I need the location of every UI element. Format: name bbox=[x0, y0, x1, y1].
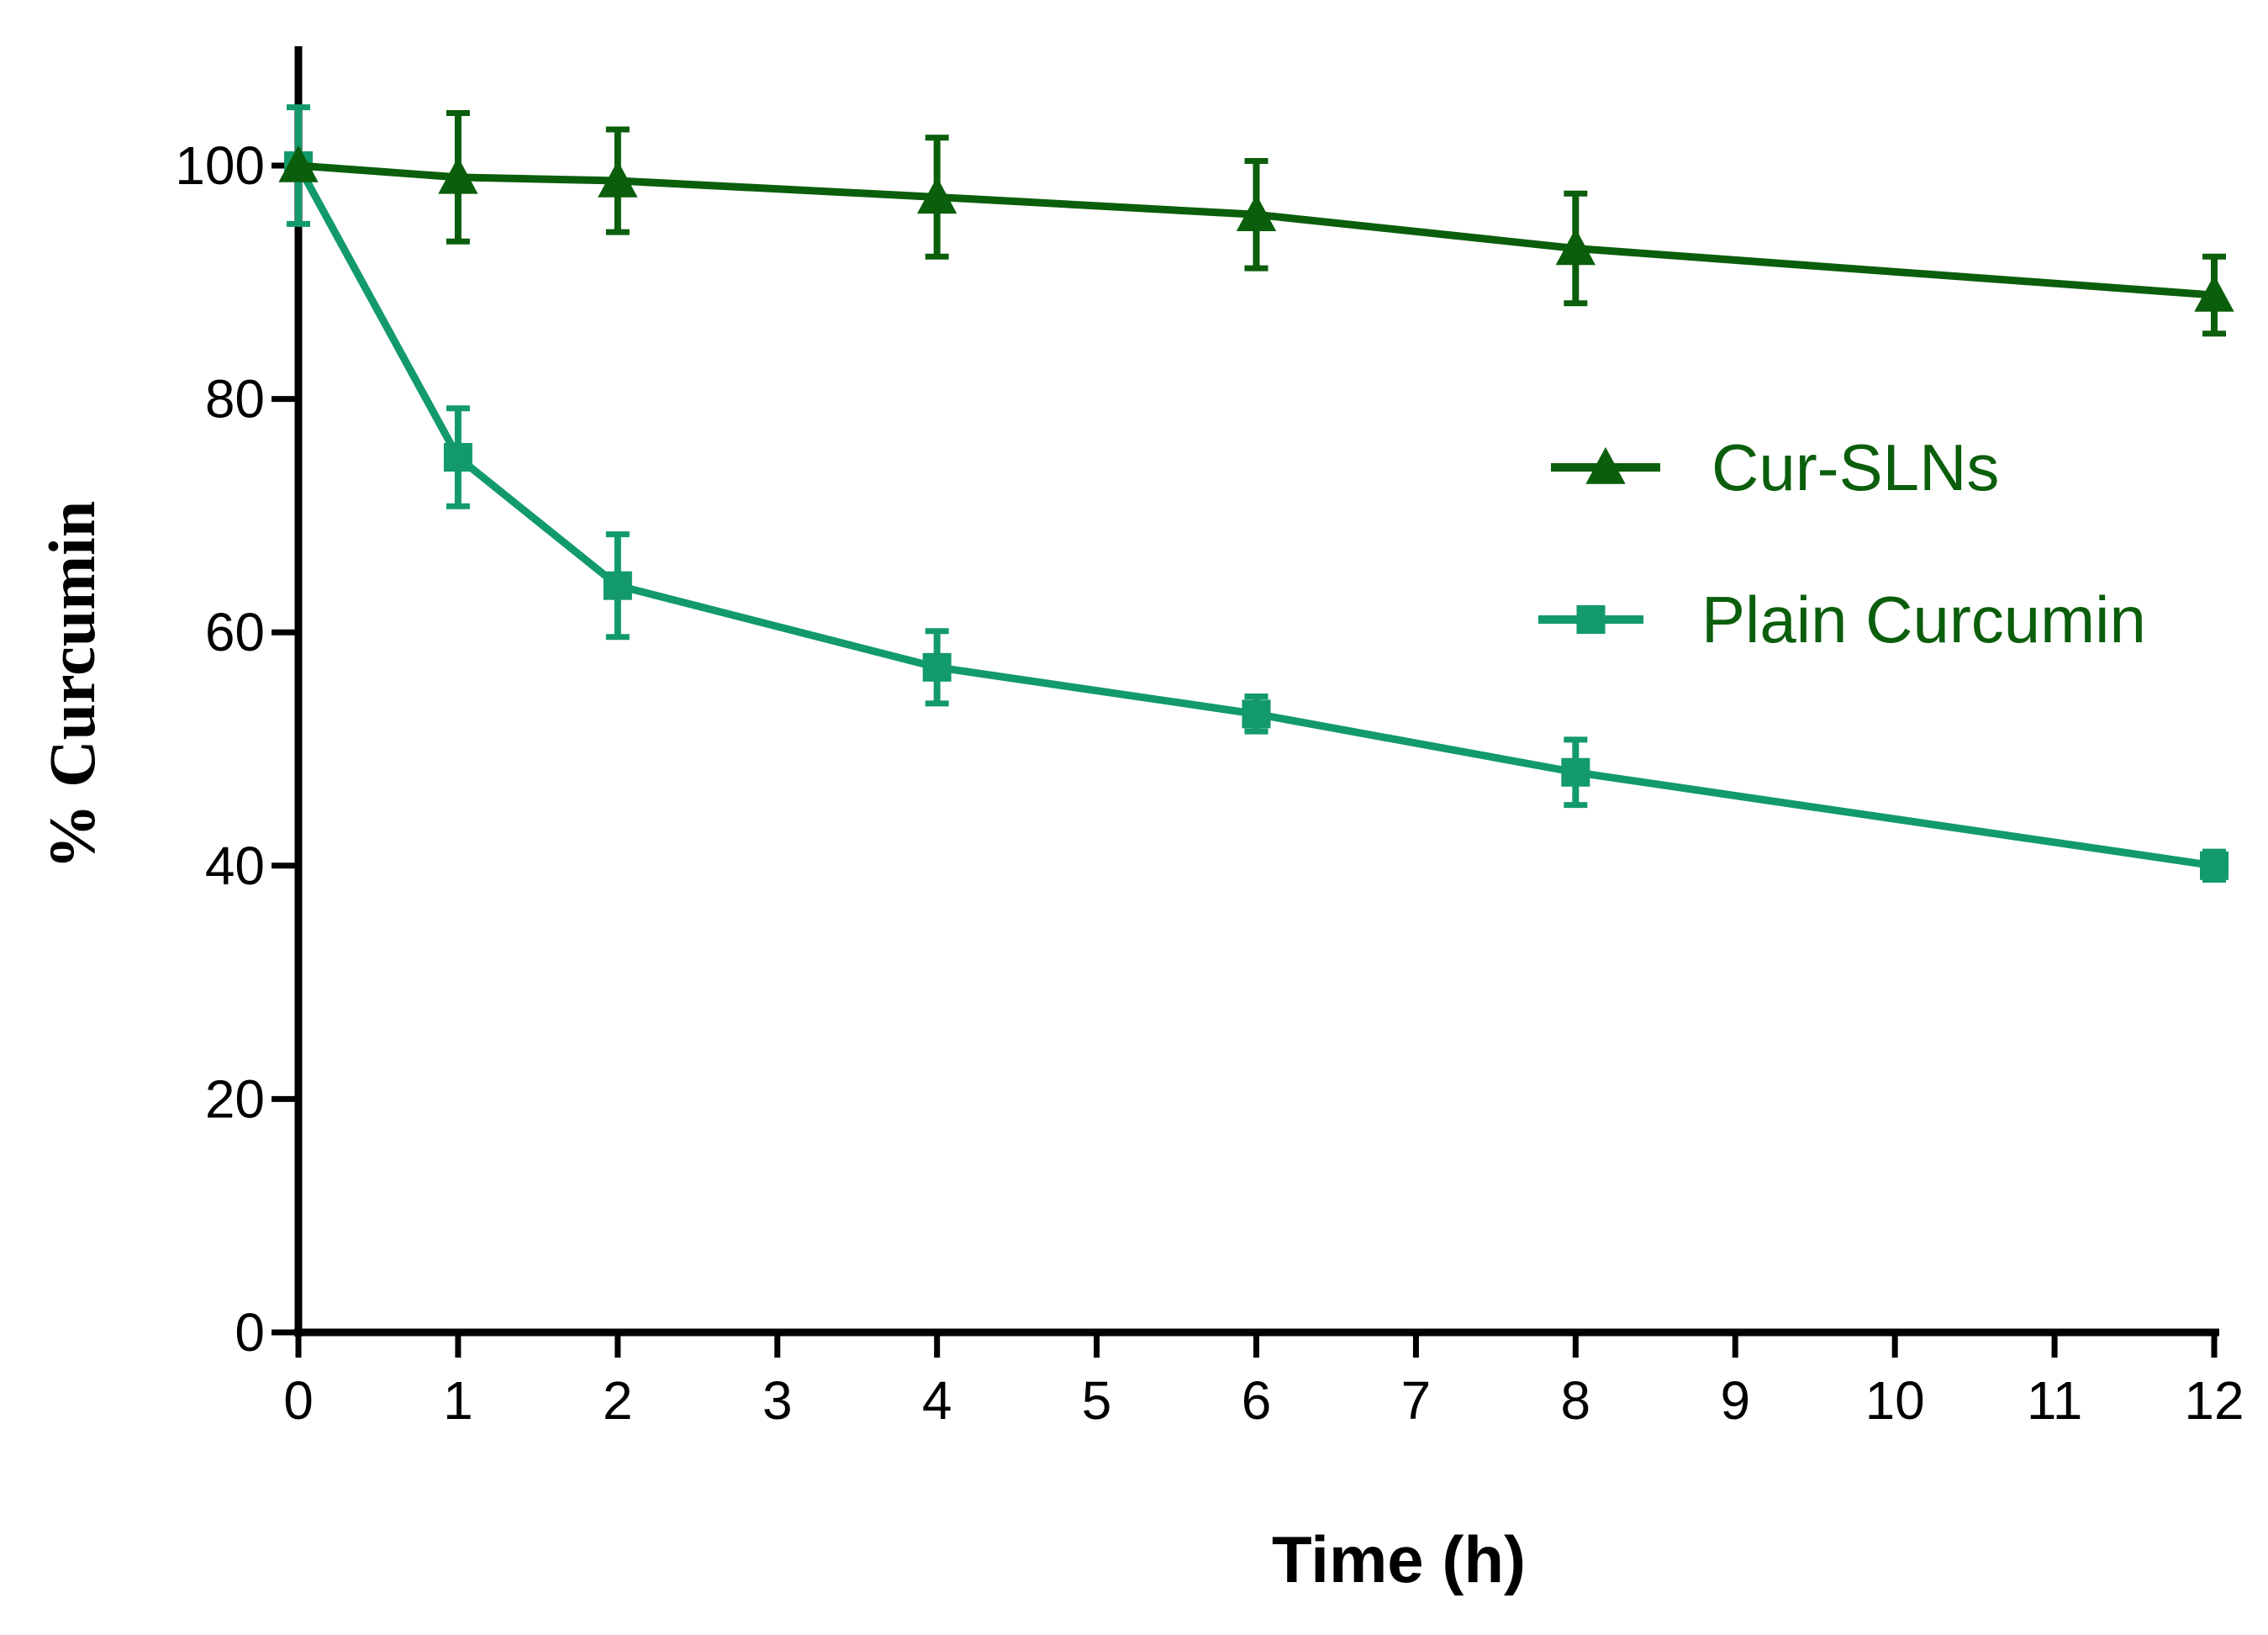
y-tick-label: 0 bbox=[235, 1302, 265, 1363]
x-tick-label: 12 bbox=[2184, 1370, 2244, 1431]
y-tick-label: 60 bbox=[205, 602, 265, 662]
data-point bbox=[438, 156, 478, 194]
data-point bbox=[922, 652, 952, 682]
x-tick-label: 5 bbox=[1082, 1370, 1112, 1431]
data-point bbox=[1555, 228, 1596, 266]
data-point bbox=[2194, 274, 2234, 312]
x-tick-label: 1 bbox=[443, 1370, 473, 1431]
x-tick-label: 11 bbox=[2027, 1370, 2082, 1431]
x-tick-label: 4 bbox=[922, 1370, 952, 1431]
series-plain-curcumin bbox=[284, 104, 2228, 883]
x-axis-label: Time (h) bbox=[1272, 1522, 1526, 1596]
y-tick-label: 80 bbox=[205, 369, 265, 430]
y-tick-label: 20 bbox=[205, 1068, 265, 1129]
data-point bbox=[916, 177, 957, 214]
x-ticks: 0 1 2 3 4 5 6 7 8 9 10 11 12 bbox=[283, 1332, 2244, 1431]
legend: Cur-SLNs Plain Curcumin bbox=[1538, 430, 2146, 657]
data-point bbox=[2200, 851, 2228, 880]
legend-label: Cur-SLNs bbox=[1712, 430, 1999, 504]
x-tick-label: 3 bbox=[762, 1370, 793, 1431]
data-point bbox=[443, 443, 472, 472]
y-tick-label: 40 bbox=[205, 836, 265, 896]
legend-marker bbox=[1576, 605, 1606, 634]
data-point bbox=[603, 571, 632, 600]
x-tick-label: 10 bbox=[1865, 1370, 1925, 1431]
legend-marker bbox=[1585, 446, 1626, 484]
legend-label: Plain Curcumin bbox=[1701, 583, 2146, 657]
legend-item: Cur-SLNs bbox=[1551, 430, 1999, 504]
x-tick-label: 9 bbox=[1720, 1370, 1750, 1431]
data-point bbox=[1242, 699, 1271, 729]
data-point bbox=[278, 145, 319, 182]
y-axis-label: % Curcumin bbox=[35, 501, 108, 869]
series-cur-slns bbox=[278, 110, 2234, 337]
x-tick-label: 0 bbox=[283, 1370, 314, 1431]
x-tick-label: 8 bbox=[1561, 1370, 1591, 1431]
y-tick-label: 100 bbox=[175, 135, 265, 196]
x-tick-label: 2 bbox=[603, 1370, 633, 1431]
x-tick-label: 7 bbox=[1401, 1370, 1432, 1431]
series-layer bbox=[278, 104, 2234, 883]
legend-item: Plain Curcumin bbox=[1538, 583, 2146, 657]
x-tick-label: 6 bbox=[1242, 1370, 1272, 1431]
data-point bbox=[598, 160, 638, 198]
data-point bbox=[1561, 757, 1590, 787]
data-point bbox=[1236, 194, 1277, 231]
y-ticks: 0 20 40 60 80 100 bbox=[175, 135, 298, 1363]
